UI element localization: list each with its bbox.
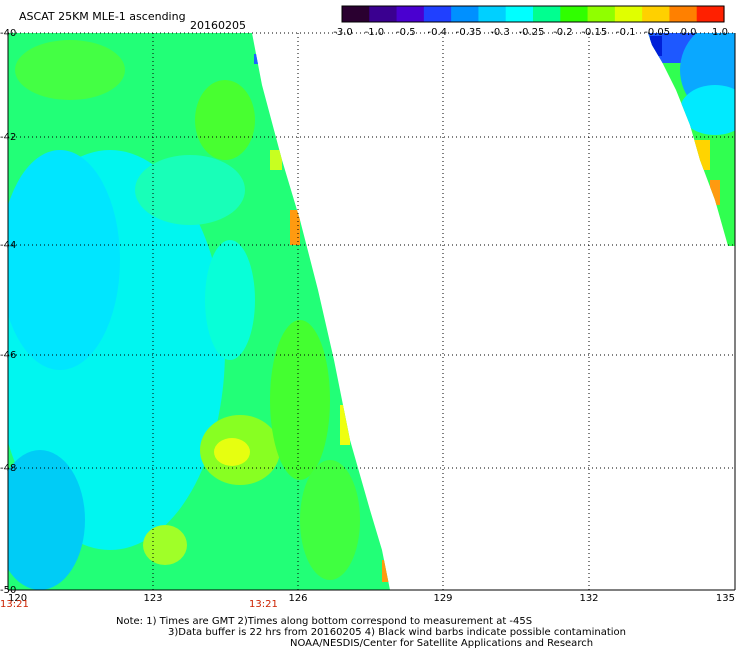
graticule (8, 32, 735, 590)
colorbar-label: 1.0 (712, 27, 728, 38)
colorbar-label: -0.1 (615, 27, 636, 38)
colorbar-segment (423, 6, 452, 22)
colorbar-segment (505, 6, 534, 22)
note-line-1: Note: 1) Times are GMT 2)Times along bot… (116, 616, 533, 627)
colorbar-label: -0.4 (427, 27, 448, 38)
y-tick-label: -40 (0, 28, 17, 39)
note-line-3: NOAA/NESDIS/Center for Satellite Applica… (290, 638, 594, 649)
colorbar-segment (560, 6, 589, 22)
colorbar-label: -0.25 (518, 27, 545, 38)
colorbar-segment (342, 6, 370, 22)
colorbar-segment (587, 6, 616, 22)
colorbar-label: -0.35 (455, 27, 482, 38)
x-tick-label: 129 (433, 593, 453, 604)
colorbar (341, 5, 725, 23)
y-tick-label: -50 (0, 585, 17, 596)
x-tick-label: 120 (8, 593, 28, 604)
swath-east (648, 33, 735, 246)
x-tick-label: 126 (288, 593, 308, 604)
colorbar-label: -1.0 (364, 27, 385, 38)
y-tick-label: -48 (0, 463, 17, 474)
time-label-mid: 13:21 (249, 599, 278, 610)
colorbar-segment (696, 6, 725, 22)
time-label-left: 13:21 (0, 599, 29, 610)
colorbar-segment (369, 6, 398, 22)
x-tick-label: 132 (579, 593, 599, 604)
colorbar-label: -0.05 (644, 27, 671, 38)
chart-title: ASCAT 25KM MLE-1 ascending (19, 10, 186, 23)
colorbar-segment (396, 6, 425, 22)
colorbar-label: -0.3 (490, 27, 510, 38)
colorbar-label: -0.15 (581, 27, 608, 38)
y-tick-label: -46 (0, 350, 17, 361)
note-line-2: 3)Data buffer is 22 hrs from 20160205 4)… (168, 627, 626, 638)
x-tick-label: 135 (715, 593, 735, 604)
colorbar-label: -0.2 (553, 27, 573, 38)
y-tick-label: -44 (0, 240, 17, 251)
colorbar-frame (341, 5, 725, 23)
colorbar-segment (533, 6, 561, 22)
colorbar-segment (614, 6, 643, 22)
colorbar-label: -3.0 (333, 27, 353, 38)
colorbar-label: -0.5 (396, 27, 416, 38)
colorbar-segment (642, 6, 671, 22)
y-tick-label: -42 (0, 132, 17, 143)
colorbar-label: 0.0 (680, 27, 697, 38)
map-frame (7, 33, 736, 591)
colorbar-segment (451, 6, 480, 22)
colorbar-segment (669, 6, 698, 22)
x-tick-label: 123 (143, 593, 163, 604)
date-label: 20160205 (190, 19, 246, 32)
colorbar-segment (478, 6, 507, 22)
swath-west (8, 33, 390, 590)
